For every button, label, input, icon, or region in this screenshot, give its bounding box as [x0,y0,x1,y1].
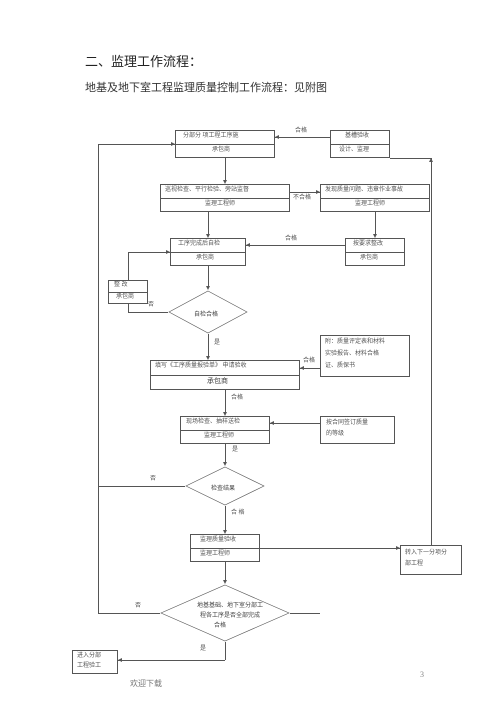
node-fix-bot: 承包商 [116,294,134,301]
node-inspection-bot: 监理工程师 [205,201,235,208]
decision-selfcheck-label: 自检合格 [194,309,218,318]
label-yes-2: 是 [232,447,238,454]
node-contract-a: 按合同签订质量 [326,420,368,427]
label-yes-1: 是 [214,340,220,347]
label-no-3: 否 [135,603,141,610]
label-no-1: 否 [148,302,154,309]
node-start-bot: 承包商 [212,147,230,154]
node-enter-b: 工程验工 [77,663,101,670]
page-number: 3 [420,670,424,679]
node-inspection-top: 巡视检查、平行检验、旁站监督 [165,187,249,194]
node-att-2: 实验报告、材料合格 [325,351,379,358]
node-supacc-top: 监理质量验收 [200,537,236,544]
node-problem-top: 发现质量问题、违章作业事故 [325,187,403,194]
label-ok-2: 合格 [285,236,297,243]
label-no-2: 否 [150,476,156,483]
decision-all-a: 地基基础、地下室分部工 [190,600,270,609]
node-enter-a: 进入分部 [77,653,101,660]
node-onsite-top: 现场检查、抽样送检 [186,419,240,426]
decision-all-c: 合格 [214,620,226,629]
node-start-top: 分部分 项工程工序施 [183,133,239,140]
section-heading: 二、监理工作流程： [85,55,202,69]
node-att-3: 证、质保书 [325,363,355,370]
node-next-a: 转入下一分项分 [405,550,447,557]
footer-text: 欢迎下载 [130,678,162,689]
decision-all-b: 程各工序是否全部完成 [190,610,270,619]
label-ok-4: 合 格 [231,510,245,517]
label-ok-1: 合格 [295,128,307,135]
node-supacc-bot: 监理工程师 [200,551,230,558]
node-foundation-accept-bot: 设计、监理 [339,147,369,154]
node-att-1: 附：质量评定表和材料 [325,339,385,346]
node-foundation-accept-top: 基槽验收 [345,133,369,140]
node-fix-top: 整 改 [114,282,128,289]
node-problem-bot: 监理工程师 [355,201,385,208]
node-next-b: 部工程 [405,561,423,568]
node-rectify-bot: 承包商 [360,255,378,262]
node-onsite-bot: 监理工程师 [204,433,234,440]
label-yes-3: 是 [200,646,206,653]
node-application-top: 填写《工序质量报验单》 申请验收 [155,363,247,370]
label-fail: 不合格 [293,195,311,202]
label-ok-mid: 合格 [231,395,243,402]
node-application-bot: 承包商 [207,378,228,386]
node-selfcheck-top: 工序完成后自检 [178,241,220,248]
node-selfcheck-bot: 承包商 [196,255,214,262]
decision-check-label: 检查结果 [211,483,235,492]
node-rectify-top: 按要求整改 [353,241,383,248]
node-contract-b: 的等级 [326,431,344,438]
section-subheading: 地基及地下室工程监理质量控制工作流程：见附图 [85,82,327,94]
label-ok-3: 合格 [303,358,315,365]
